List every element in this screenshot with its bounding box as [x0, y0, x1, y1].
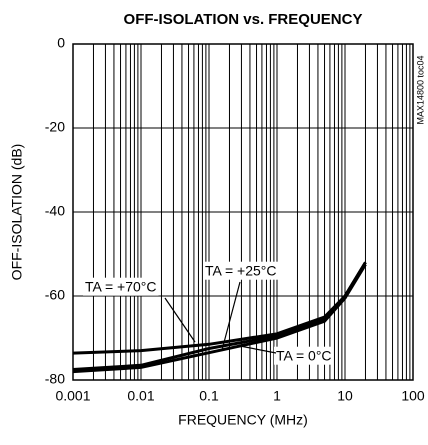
y-tick-label: 0 — [57, 35, 65, 51]
series-label-bg — [274, 346, 334, 365]
series-label-bg — [83, 277, 159, 296]
y-tick-label: -80 — [45, 371, 65, 387]
side-note: MAX14800 toc04 — [415, 55, 425, 124]
label-leader — [239, 345, 277, 354]
series-label: TA = +70°C — [85, 279, 157, 295]
x-tick-label: 0.1 — [199, 388, 219, 404]
x-tick-label: 0.001 — [55, 388, 90, 404]
x-tick-label: 10 — [337, 388, 353, 404]
chart-title: OFF-ISOLATION vs. FREQUENCY — [124, 11, 363, 28]
series-label-bg — [203, 261, 279, 280]
label-leader — [221, 281, 241, 351]
y-axis-label: OFF-ISOLATION (dB) — [9, 144, 25, 281]
y-tick-label: -40 — [45, 203, 65, 219]
x-axis-label: FREQUENCY (MHz) — [178, 412, 308, 428]
y-tick-label: -60 — [45, 287, 65, 303]
x-tick-label: 1 — [273, 388, 281, 404]
x-tick-label: 100 — [401, 388, 425, 404]
series-line — [72, 263, 367, 374]
label-leader — [164, 297, 196, 343]
series-label: TA = +25°C — [205, 263, 277, 279]
y-tick-label: -20 — [45, 119, 65, 135]
plot-frame — [72, 43, 414, 381]
x-tick-label: 0.01 — [127, 388, 154, 404]
series-label: TA = 0°C — [276, 348, 332, 364]
